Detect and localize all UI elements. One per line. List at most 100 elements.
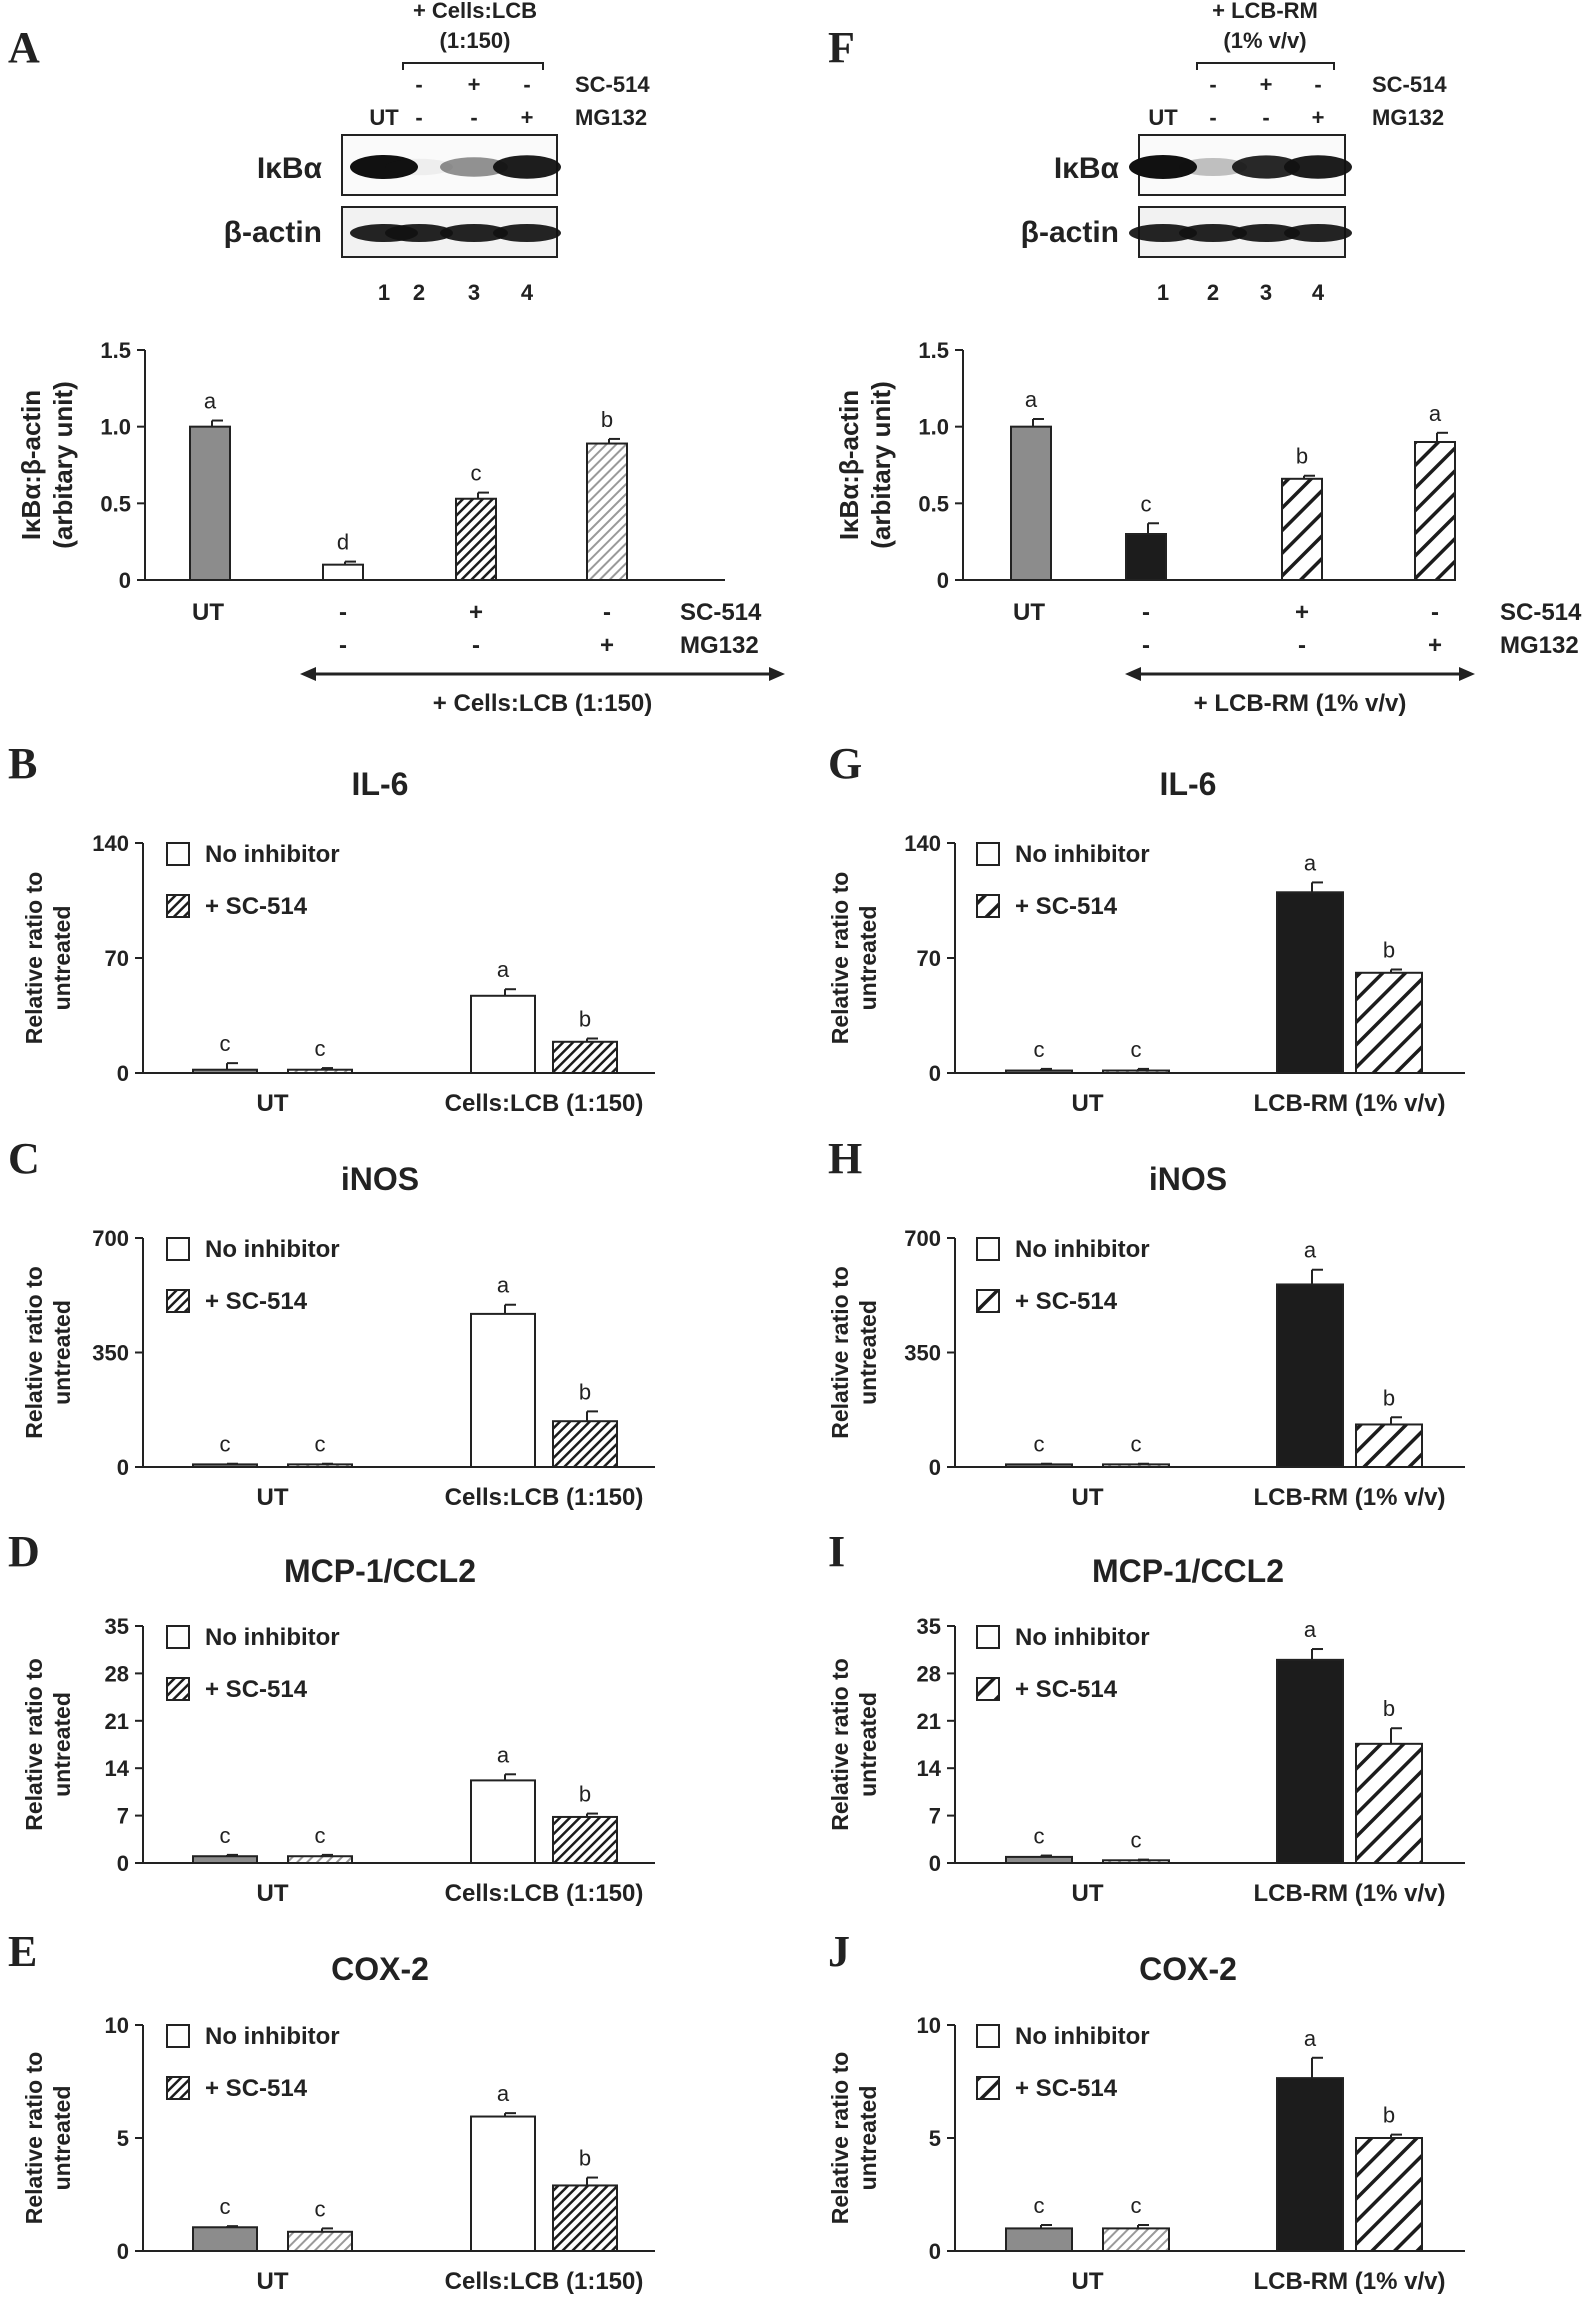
- x-category-label: UT: [257, 1090, 289, 1117]
- bar: [586, 442, 628, 581]
- significance-letter: c: [315, 1432, 326, 1457]
- panel-letter: E: [8, 1927, 37, 1976]
- legend-swatch-no-inhibitor: [976, 2024, 1000, 2048]
- bar: [1005, 1069, 1073, 1075]
- bar: [1005, 2227, 1073, 2252]
- sc514-sign: +: [1295, 599, 1309, 626]
- legend-swatch-sc514: [166, 1677, 190, 1701]
- blot-band1-label: IκBα: [1054, 152, 1120, 185]
- mg132-sign: +: [1428, 632, 1442, 659]
- legend-sc514: + SC-514: [205, 1288, 308, 1315]
- y-tick-label: 28: [917, 1661, 941, 1686]
- x-category-label: UT: [1072, 1880, 1104, 1907]
- y-tick-label: 21: [917, 1709, 941, 1734]
- legend-swatch-sc514: [166, 1289, 190, 1313]
- bar: [1355, 971, 1423, 1074]
- bar: [470, 1312, 536, 1468]
- x-category-label: LCB-RM (1% v/v): [1253, 2268, 1445, 2295]
- significance-letter: c: [1131, 2193, 1142, 2218]
- blot-mg132-sign: -: [470, 105, 477, 130]
- blot-header-label: + Cells:LCB: [413, 0, 537, 23]
- sc514-sign: -: [1431, 599, 1439, 626]
- y-tick-label: 0.5: [100, 491, 131, 516]
- legend-swatch-no-inhibitor: [166, 1625, 190, 1649]
- blot-sc514-sign: -: [1314, 72, 1321, 97]
- y-tick-label: 350: [904, 1341, 941, 1366]
- legend-no-inhibitor: No inhibitor: [205, 2023, 340, 2050]
- y-tick-label: 0: [117, 1851, 129, 1876]
- y-tick-label: 1.5: [918, 338, 949, 363]
- significance-letter: b: [1383, 938, 1395, 963]
- mg132-sign: +: [600, 632, 614, 659]
- sc514-sign: +: [469, 599, 483, 626]
- blot-mg132-sign: -: [415, 105, 422, 130]
- significance-letter: b: [579, 2146, 591, 2171]
- x-category-label: UT: [1072, 1090, 1104, 1117]
- chart-J: J COX-2 0 5 10 Relative ratio tountreated c c a b…: [827, 1927, 1465, 2295]
- bar: [1276, 1658, 1344, 1865]
- arrow-head-left: [1125, 667, 1141, 681]
- significance-letter: a: [1025, 387, 1038, 412]
- blot-mg132-sign: +: [521, 105, 534, 130]
- y-axis-label: Relative ratio tountreated: [827, 1266, 881, 1439]
- y-tick-label: 0: [929, 1061, 941, 1086]
- ikba-band: [1129, 155, 1197, 179]
- legend-swatch-no-inhibitor: [166, 842, 190, 866]
- significance-letter: d: [337, 530, 349, 555]
- arrow-head-right: [769, 667, 785, 681]
- y-label-line: untreated: [855, 2086, 881, 2191]
- ikba-band: [493, 155, 561, 179]
- ikba-band: [350, 155, 418, 179]
- actin-band: [1232, 224, 1300, 242]
- legend-sc514: + SC-514: [1015, 893, 1118, 920]
- legend-swatch-sc514: [976, 894, 1000, 918]
- y-tick-label: 700: [904, 1226, 941, 1251]
- bar: [287, 1463, 353, 1468]
- legend-no-inhibitor: No inhibitor: [1015, 1624, 1150, 1651]
- x-category-label: UT: [1072, 1484, 1104, 1511]
- significance-letter: a: [497, 1273, 510, 1298]
- blot-band1-label: IκBα: [257, 152, 323, 185]
- panel-letter: H: [828, 1134, 862, 1183]
- blot-band2-label: β-actin: [224, 216, 322, 249]
- bar: [287, 1068, 353, 1074]
- y-tick-label: 70: [917, 946, 941, 971]
- y-label-line: untreated: [49, 906, 75, 1011]
- y-axis-label: Relative ratio tountreated: [827, 872, 881, 1045]
- bar: [1005, 1855, 1073, 1865]
- legend-sc514: + SC-514: [1015, 1288, 1118, 1315]
- significance-letter: c: [1141, 491, 1152, 516]
- legend-sc514: + SC-514: [1015, 1676, 1118, 1703]
- significance-letter: c: [1034, 1037, 1045, 1062]
- significance-letter: a: [1429, 401, 1442, 426]
- lane-number: 3: [468, 280, 480, 305]
- panel-letter: B: [8, 739, 37, 788]
- y-tick-label: 0: [929, 1455, 941, 1480]
- legend-swatch-no-inhibitor: [166, 1237, 190, 1261]
- y-label-line: Relative ratio to: [21, 1266, 47, 1439]
- actin-band: [1129, 224, 1197, 242]
- y-label-line: Relative ratio to: [21, 1658, 47, 1831]
- blot-sc514-sign: +: [468, 72, 481, 97]
- x-category-label: Cells:LCB (1:150): [445, 1090, 644, 1117]
- y-tick-label: 14: [105, 1756, 130, 1781]
- legend-sc514: + SC-514: [205, 1676, 308, 1703]
- blot-sc514-sign: -: [415, 72, 422, 97]
- mg132-sign: -: [339, 632, 347, 659]
- actin-band: [493, 224, 561, 242]
- blot-mg132-label: MG132: [575, 105, 647, 130]
- significance-letter: c: [1131, 1432, 1142, 1457]
- significance-letter: b: [1383, 2103, 1395, 2128]
- y-tick-label: 21: [105, 1709, 129, 1734]
- legend-no-inhibitor: No inhibitor: [205, 1624, 340, 1651]
- blot-header-bracket: [402, 62, 544, 70]
- sc514-sign: -: [603, 599, 611, 626]
- chart-title: MCP-1/CCL2: [284, 1553, 476, 1589]
- legend-no-inhibitor: No inhibitor: [205, 1236, 340, 1263]
- bar: [1005, 1463, 1073, 1468]
- significance-letter: c: [1034, 1432, 1045, 1457]
- mg132-label: MG132: [1500, 632, 1579, 659]
- bar: [1102, 1463, 1170, 1468]
- legend-swatch-sc514: [976, 2076, 1000, 2100]
